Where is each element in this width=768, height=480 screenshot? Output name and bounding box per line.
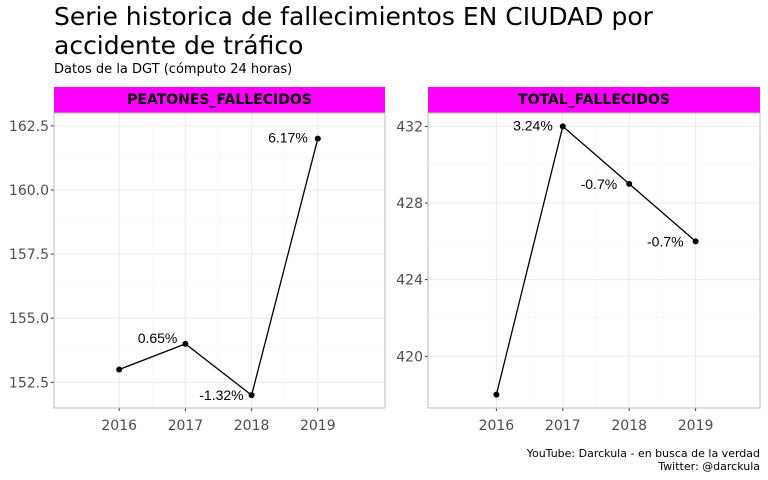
y-tick-label: 155.0 — [9, 311, 49, 327]
data-label: -0.7% — [581, 176, 618, 192]
y-tick-label: 157.5 — [9, 247, 49, 263]
data-point — [559, 123, 566, 130]
panel-border — [53, 112, 386, 409]
facet-strip-peatones: PEATONES_FALLECIDOS — [54, 87, 385, 113]
x-tick-label: 2017 — [545, 418, 581, 434]
data-label: -0.7% — [647, 233, 684, 249]
x-tick-label: 2018 — [611, 418, 647, 434]
y-tick-label: 162.5 — [9, 119, 49, 135]
data-label: 3.24% — [513, 117, 553, 133]
series-line — [118, 138, 319, 397]
x-tick-label: 2019 — [300, 418, 336, 434]
chart-title: Serie historica de fallecimientos EN CIU… — [54, 2, 653, 60]
y-tick-label: 432 — [396, 119, 423, 135]
y-tick-label: 420 — [396, 349, 423, 365]
chart-subtitle: Datos de la DGT (cómputo 24 horas) — [54, 62, 293, 77]
x-tick-label: 2019 — [678, 418, 714, 434]
panel-total-fallecidos: 420 424 428 432 2016 2017 2018 2019 3.24% -0.7% -0… — [396, 112, 761, 434]
data-label: 0.65% — [138, 330, 178, 346]
y-tick-label: 152.5 — [9, 375, 49, 391]
series-line — [495, 125, 697, 395]
data-point — [493, 391, 500, 398]
y-tick-label: 160.0 — [9, 183, 49, 199]
chart-caption: YouTube: Darckula - en busca de la verda… — [527, 447, 760, 473]
x-tick-label: 2017 — [168, 418, 204, 434]
data-point — [692, 238, 699, 245]
panel-border — [427, 112, 761, 409]
data-point — [314, 135, 321, 142]
y-tick-label: 428 — [396, 196, 423, 212]
data-label: 6.17% — [268, 130, 308, 146]
x-tick-label: 2016 — [101, 418, 137, 434]
x-tick-label: 2018 — [234, 418, 270, 434]
y-tick-label: 424 — [396, 273, 423, 289]
caption-line-2: Twitter: @darckula — [658, 460, 760, 473]
data-point — [626, 180, 633, 187]
data-point — [182, 340, 189, 347]
caption-line-1: YouTube: Darckula - en busca de la verda… — [526, 447, 760, 460]
data-point — [116, 366, 123, 373]
data-label: -1.32% — [199, 387, 243, 403]
x-tick-label: 2016 — [479, 418, 515, 434]
data-point — [248, 392, 255, 399]
facet-strip-total: TOTAL_FALLECIDOS — [428, 87, 760, 113]
panel-peatones-fallecidos: 152.5 155.0 157.5 160.0 162.5 2016 2017 2018 201… — [9, 112, 386, 434]
